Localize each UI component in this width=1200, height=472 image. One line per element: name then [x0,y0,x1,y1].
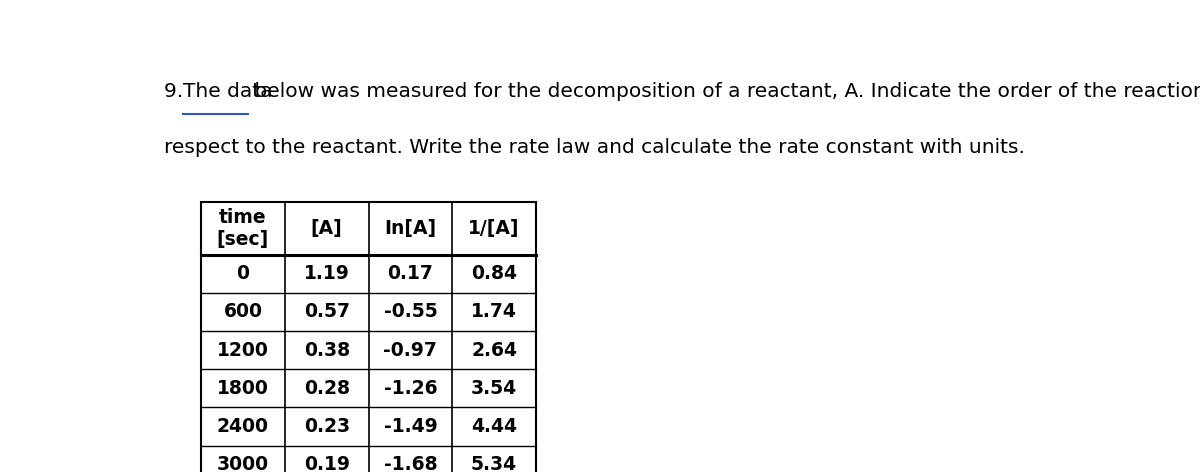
Text: 0.57: 0.57 [304,303,349,321]
Bar [202,202,536,472]
Text: 0.84: 0.84 [472,264,517,283]
Text: 1200: 1200 [217,341,269,360]
Text: The data: The data [184,82,272,101]
Text: In[A]: In[A] [384,219,437,238]
Text: 3.54: 3.54 [472,379,517,398]
Text: -0.55: -0.55 [384,303,437,321]
Text: below was measured for the decomposition of a reactant, A. Indicate the order of: below was measured for the decomposition… [247,82,1200,101]
Text: 3000: 3000 [217,455,269,472]
Text: 1.19: 1.19 [304,264,349,283]
Text: 0.38: 0.38 [304,341,349,360]
Text: 4.44: 4.44 [472,417,517,436]
Text: -1.26: -1.26 [384,379,437,398]
Text: -1.68: -1.68 [384,455,437,472]
Text: 2400: 2400 [217,417,269,436]
Text: 5.34: 5.34 [472,455,517,472]
Text: 0.19: 0.19 [304,455,349,472]
Text: 0.17: 0.17 [388,264,433,283]
Text: -0.97: -0.97 [384,341,437,360]
Text: 1.74: 1.74 [472,303,517,321]
Text: [A]: [A] [311,219,342,238]
Text: respect to the reactant. Write the rate law and calculate the rate constant with: respect to the reactant. Write the rate … [164,138,1025,158]
Text: 600: 600 [223,303,263,321]
Text: 0: 0 [236,264,250,283]
Text: -1.49: -1.49 [384,417,437,436]
Text: 9.: 9. [164,82,190,101]
Text: 1800: 1800 [217,379,269,398]
Text: time
[sec]: time [sec] [217,208,269,249]
Text: 2.64: 2.64 [472,341,517,360]
Text: 0.28: 0.28 [304,379,349,398]
Text: 0.23: 0.23 [304,417,349,436]
Text: 1/[A]: 1/[A] [468,219,520,238]
